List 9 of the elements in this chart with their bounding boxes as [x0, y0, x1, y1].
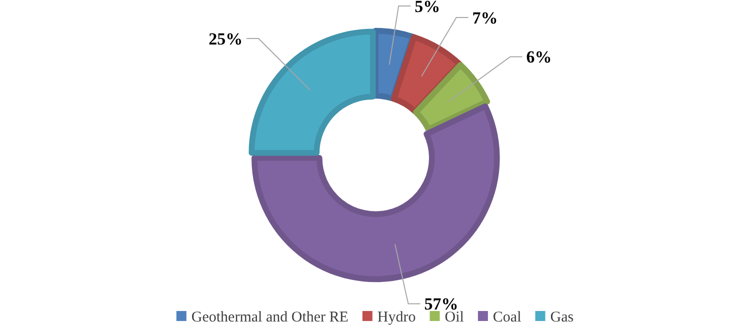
legend-label: Geothermal and Other RE — [191, 309, 348, 326]
legend-label: Gas — [550, 309, 574, 326]
data-label: 7% — [472, 8, 498, 28]
legend-label: Oil — [444, 309, 464, 326]
data-label: 25% — [208, 30, 243, 49]
legend-label: Coal — [492, 309, 522, 326]
legend-label: Hydro — [377, 309, 416, 326]
data-label: 5% — [414, 0, 440, 16]
data-label: 6% — [526, 48, 552, 67]
